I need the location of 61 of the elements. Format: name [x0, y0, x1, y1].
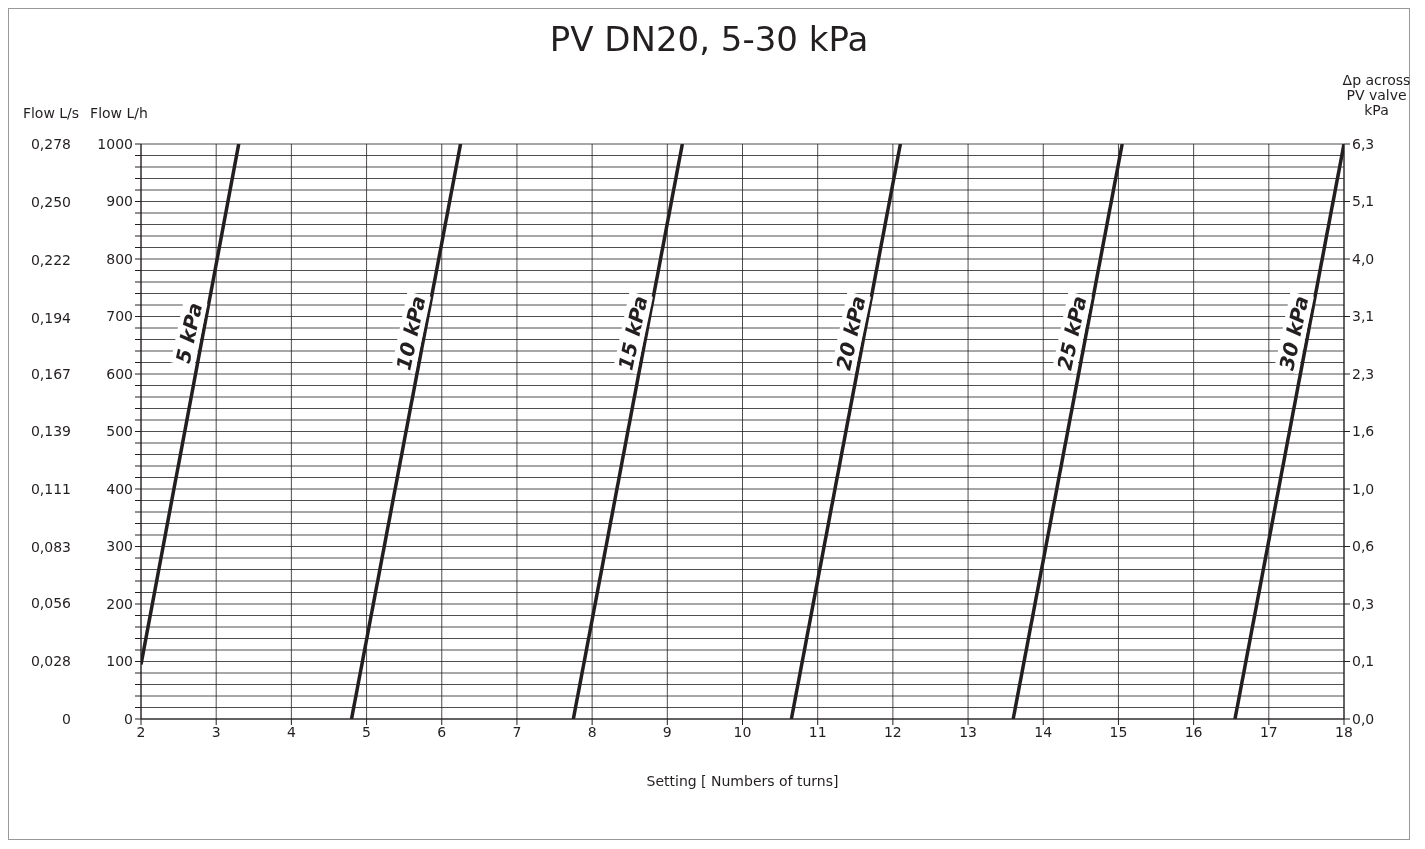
category-label: 2,3 [1352, 365, 1375, 382]
y3-tick-label: 0,028 [30, 653, 71, 670]
category-label: 0,3 [1352, 595, 1375, 612]
y3-tick-label: 0,278 [30, 135, 71, 152]
x-tick-label: 2 [136, 723, 146, 740]
y3-tick-label: 0,083 [30, 539, 71, 556]
y3-tick-label: 0,194 [30, 309, 72, 326]
x-tick-label: 7 [512, 723, 522, 740]
x-tick-label: 18 [1335, 723, 1353, 740]
y2-axis-title: Δp across PV valve kPa [1341, 72, 1412, 118]
x-tick-label: 15 [1109, 723, 1128, 740]
x-tick-label: 14 [1034, 723, 1053, 740]
text: 20 kPa [830, 291, 871, 374]
x-tick-label: 4 [286, 723, 296, 740]
x-tick-label: 8 [587, 723, 597, 740]
x-tick-label: 9 [662, 723, 672, 740]
category-label: 0,6 [1352, 538, 1375, 555]
y-tick-label: 800 [106, 250, 133, 267]
y-tick-label: 300 [106, 538, 133, 555]
y-tick-label: 1000 [97, 135, 133, 152]
text: 15 kPa [612, 291, 653, 374]
y-tick-label: 400 [106, 480, 133, 497]
x-tick-label: 13 [959, 723, 977, 740]
x-tick-label: 12 [883, 723, 902, 740]
x-tick-label: 11 [808, 723, 827, 740]
x-axis-title: Setting [ Numbers of turns] [645, 773, 840, 789]
y-tick-label: 200 [106, 595, 133, 612]
category-label: 4,0 [1352, 250, 1375, 267]
y-tick-label: 100 [106, 653, 133, 670]
category-label: 6,3 [1352, 135, 1375, 152]
x-tick-label: 6 [437, 723, 447, 740]
y-tick-label: 500 [106, 423, 133, 440]
category-label: 3,1 [1352, 308, 1375, 325]
y3-axis-title: Flow L/s [21, 105, 81, 121]
category-label: 0,1 [1352, 653, 1375, 670]
text: 30 kPa [1274, 291, 1315, 374]
y-tick-label: 700 [106, 308, 133, 325]
x-tick-label: 5 [362, 723, 372, 740]
y3-tick-label: 0,056 [30, 595, 72, 612]
y-tick-label: 0 [124, 710, 133, 727]
text: 5 kPa [170, 298, 208, 367]
x-tick-label: 10 [733, 723, 752, 740]
y3-tick-label: 0 [62, 710, 71, 727]
y3-tick-label: 0,139 [30, 423, 71, 440]
category-label: 1,6 [1352, 423, 1375, 440]
category-label: 0,0 [1352, 710, 1375, 727]
text: 25 kPa [1052, 291, 1093, 374]
text: 10 kPa [390, 291, 431, 374]
y3-tick-label: 0,167 [30, 365, 71, 382]
y3-tick-label: 0,111 [30, 481, 71, 498]
y3-tick-label: 0,250 [30, 193, 71, 210]
chart-title: PV DN20, 5-30 kPa [548, 19, 870, 59]
category-label: 5,1 [1352, 193, 1375, 210]
y-axis-title: Flow L/h [89, 105, 149, 121]
y3-tick-label: 0,222 [30, 251, 71, 268]
x-tick-label: 17 [1259, 723, 1278, 740]
y-tick-label: 900 [106, 193, 133, 210]
y-tick-label: 600 [106, 365, 133, 382]
x-tick-label: 16 [1184, 723, 1203, 740]
x-tick-label: 3 [211, 723, 221, 740]
category-label: 1,0 [1352, 480, 1375, 497]
